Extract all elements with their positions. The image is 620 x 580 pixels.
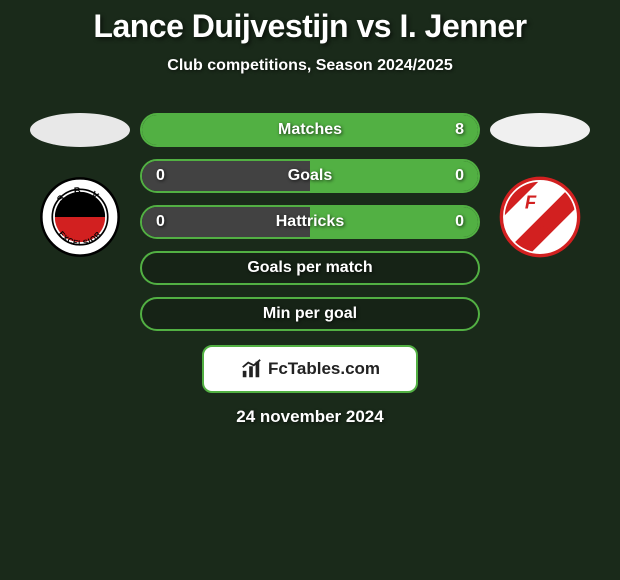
infographic-root: Lance Duijvestijn vs I. Jenner Club comp… bbox=[0, 0, 620, 427]
date-text: 24 november 2024 bbox=[236, 407, 383, 427]
right-player-placeholder bbox=[490, 113, 590, 147]
right-team-logo: F C bbox=[490, 175, 590, 259]
left-player-placeholder bbox=[30, 113, 130, 147]
stat-label: Goals per match bbox=[142, 253, 478, 283]
stat-row: Goals per match bbox=[140, 251, 480, 285]
stat-label: Matches bbox=[142, 115, 478, 145]
right-player-col: F C bbox=[480, 113, 600, 259]
brand-text: FcTables.com bbox=[268, 359, 380, 379]
stat-bars: 8Matches 00Goals 00Hattricks Goals per matc… bbox=[140, 113, 480, 331]
utrecht-logo-icon: F C bbox=[490, 175, 590, 259]
stat-row: Min per goal bbox=[140, 297, 480, 331]
barchart-icon bbox=[240, 358, 262, 380]
page-title: Lance Duijvestijn vs I. Jenner bbox=[93, 8, 526, 45]
stat-row: 00Goals bbox=[140, 159, 480, 193]
stat-label: Hattricks bbox=[142, 207, 478, 237]
comparison-section: S. B. V. EXCELSIOR 8Matches 00Goals 00Hatt… bbox=[0, 113, 620, 331]
stat-label: Goals bbox=[142, 161, 478, 191]
stat-row: 00Hattricks bbox=[140, 205, 480, 239]
stat-label: Min per goal bbox=[142, 299, 478, 329]
stat-row: 8Matches bbox=[140, 113, 480, 147]
brand-box: FcTables.com bbox=[202, 345, 418, 393]
svg-text:F: F bbox=[525, 192, 537, 213]
left-player-col: S. B. V. EXCELSIOR bbox=[20, 113, 140, 259]
excelsior-logo-icon: S. B. V. EXCELSIOR bbox=[30, 175, 130, 259]
subtitle: Club competitions, Season 2024/2025 bbox=[167, 57, 452, 75]
svg-text:C: C bbox=[538, 212, 552, 233]
left-team-logo: S. B. V. EXCELSIOR bbox=[30, 175, 130, 259]
